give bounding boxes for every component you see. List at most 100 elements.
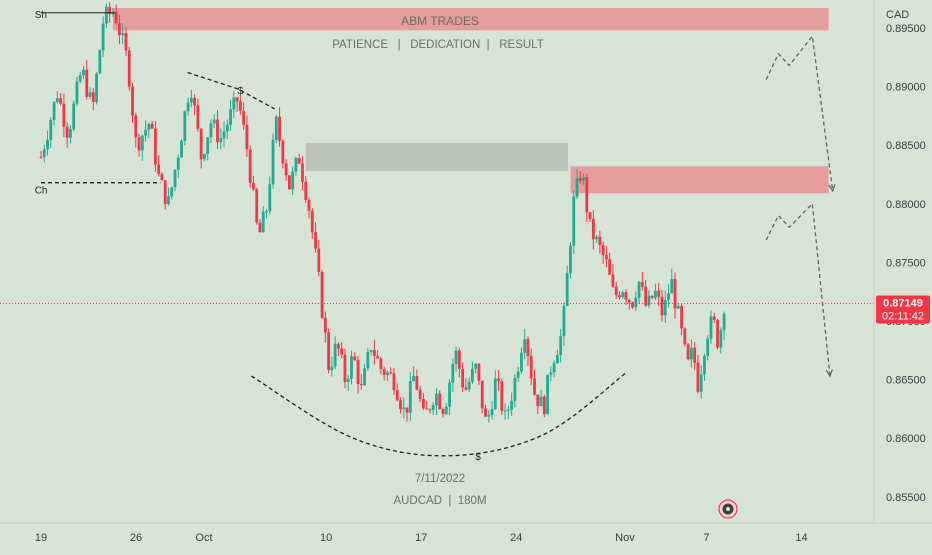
candle <box>356 355 360 394</box>
currency-label: CAD <box>886 9 909 21</box>
price-tick-label: 0.88000 <box>886 199 926 211</box>
overlay-subtitle: PATIENCE | DEDICATION | RESULT <box>332 39 544 51</box>
candle <box>124 26 128 57</box>
candle <box>471 361 474 384</box>
candle <box>474 362 478 374</box>
candle <box>75 76 79 107</box>
candle <box>258 219 262 233</box>
candle <box>245 115 249 158</box>
time-tick-label: 7 <box>703 532 709 544</box>
candle <box>337 342 340 357</box>
candle <box>595 234 599 243</box>
trend-line-2[interactable] <box>187 71 275 110</box>
candle <box>654 283 657 300</box>
candle <box>379 356 383 375</box>
candle <box>163 180 167 210</box>
candle <box>578 171 582 184</box>
candle <box>173 169 177 192</box>
candle <box>333 336 337 370</box>
candle <box>291 166 295 196</box>
candle <box>624 289 628 306</box>
candle <box>719 327 723 354</box>
candle <box>382 366 386 381</box>
candle <box>542 394 546 418</box>
candle <box>271 133 275 189</box>
time-tick-label: Nov <box>615 532 635 544</box>
candle <box>497 370 500 391</box>
candle <box>696 354 700 394</box>
arrow-head <box>825 369 833 378</box>
candle <box>366 348 370 372</box>
candle <box>229 99 232 131</box>
candle <box>441 407 445 418</box>
candle <box>310 208 314 239</box>
supply-zone-0[interactable] <box>112 8 829 31</box>
price-tick-label: 0.86500 <box>886 375 926 387</box>
candle <box>346 374 350 391</box>
candle <box>703 353 706 381</box>
candle <box>536 394 540 414</box>
candle <box>634 291 638 311</box>
candle <box>493 370 497 410</box>
candle <box>418 385 422 403</box>
candle <box>297 153 301 164</box>
candle <box>121 23 125 45</box>
candle <box>386 370 389 382</box>
candle <box>487 410 491 423</box>
candle <box>621 290 625 299</box>
candle <box>209 119 213 143</box>
symbol-label: AUDCAD | 180M <box>393 495 486 507</box>
candle <box>546 374 549 415</box>
candle <box>55 91 59 104</box>
candle <box>421 392 425 410</box>
candle <box>359 374 363 390</box>
candle <box>405 407 409 422</box>
price-tick-label: 0.89500 <box>886 23 926 35</box>
candle <box>706 335 710 361</box>
candle <box>42 144 46 163</box>
candle <box>575 168 579 200</box>
rounding-bottom-curve[interactable] <box>251 372 627 457</box>
candle <box>650 295 654 300</box>
candle <box>598 230 602 254</box>
candle <box>82 66 85 79</box>
candle <box>663 290 667 323</box>
candle <box>134 112 138 148</box>
candle <box>516 366 520 382</box>
candle <box>150 120 154 129</box>
candle <box>402 397 406 419</box>
candle <box>467 377 471 392</box>
candle <box>582 173 585 185</box>
projection-arrow-4[interactable] <box>765 34 834 191</box>
replay-icon[interactable] <box>718 499 738 519</box>
candle <box>281 139 285 169</box>
candle <box>608 252 612 276</box>
candle <box>660 289 664 322</box>
candle <box>278 107 281 147</box>
candle <box>484 404 487 417</box>
candle <box>506 405 510 419</box>
candle <box>510 392 514 416</box>
price-tick-label: 0.85500 <box>886 492 926 504</box>
supply-zone-2[interactable] <box>570 166 829 194</box>
demand-zone-1[interactable] <box>305 142 568 171</box>
candle <box>294 156 298 176</box>
countdown-label: 02:11:42 <box>882 311 924 323</box>
candle <box>637 281 641 305</box>
candle <box>144 120 147 142</box>
candle <box>238 94 242 115</box>
candle <box>265 209 268 219</box>
candle <box>72 100 76 132</box>
candle <box>372 339 376 365</box>
time-tick-label: 24 <box>510 532 522 544</box>
candle <box>176 154 180 179</box>
candle <box>565 265 569 307</box>
candle <box>91 87 95 111</box>
projection-arrow-5[interactable] <box>765 202 831 377</box>
price-tick-label: 0.88500 <box>886 140 926 152</box>
time-axis[interactable]: 19 26 Oct 10 17 24 Nov 7 14 <box>35 532 808 544</box>
candle <box>614 281 618 300</box>
candle <box>428 408 432 414</box>
